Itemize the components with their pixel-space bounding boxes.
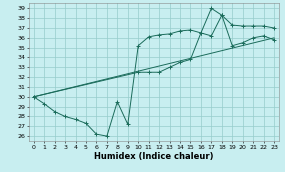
X-axis label: Humidex (Indice chaleur): Humidex (Indice chaleur) [94, 152, 214, 161]
